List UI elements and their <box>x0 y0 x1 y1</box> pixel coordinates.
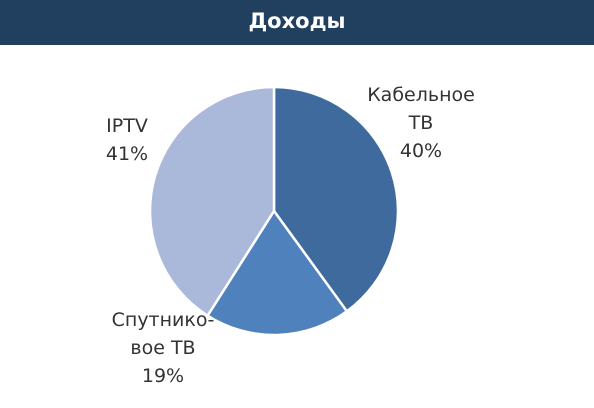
pie-slice <box>272 85 400 314</box>
category-label: IPTV <box>106 115 148 137</box>
category-label: Спутнико- вое ТВ <box>111 309 215 359</box>
pie-slice <box>205 208 349 337</box>
slice-label: Кабельное ТВ 40% <box>341 81 501 165</box>
slice-label: Спутнико- вое ТВ 19% <box>83 306 243 390</box>
value-label: 40% <box>399 140 443 162</box>
chart-title: Доходы <box>0 0 594 45</box>
category-label: Кабельное ТВ <box>367 84 475 134</box>
value-label: 19% <box>141 365 185 387</box>
value-label: 41% <box>105 143 149 165</box>
pie-slice <box>148 85 276 318</box>
slice-label: IPTV 41% <box>47 112 207 168</box>
